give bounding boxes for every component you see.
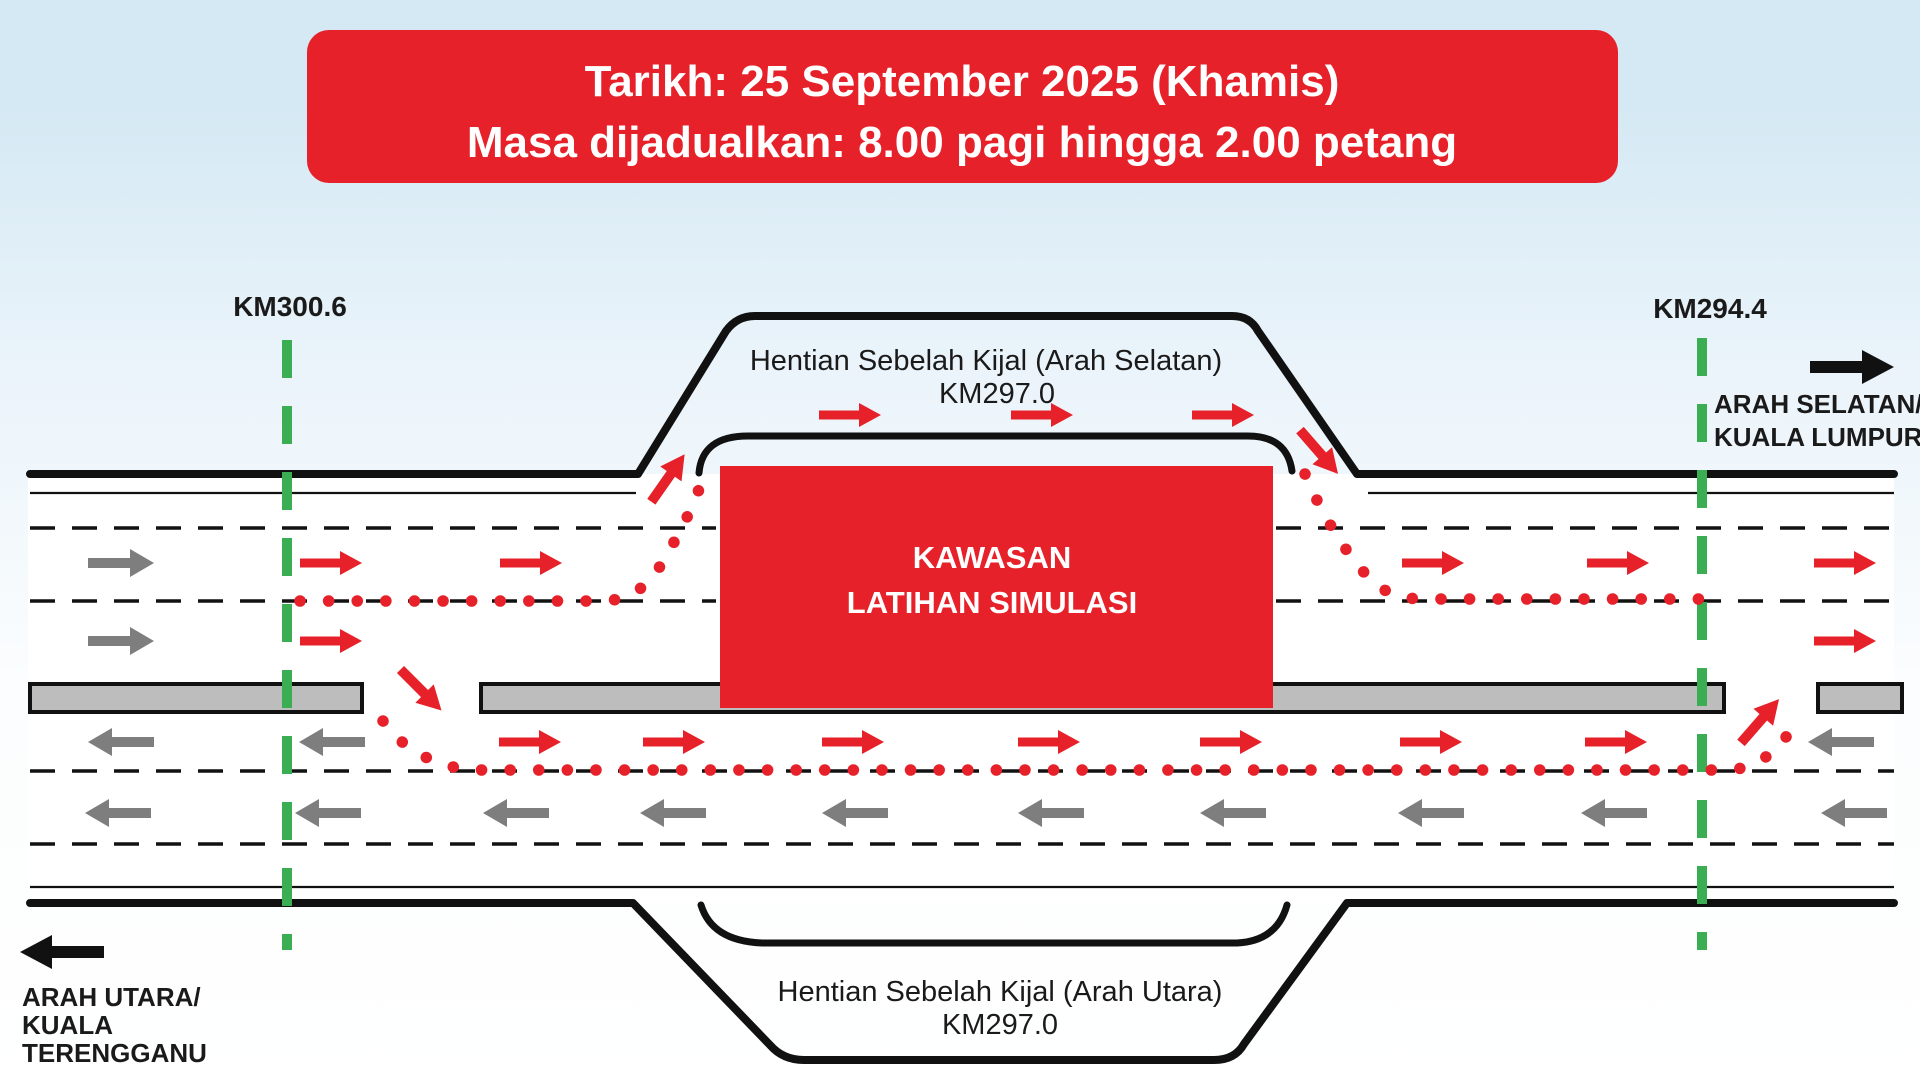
- north-rest-area-inner-line: [697, 901, 1291, 947]
- banner-date: Tarikh: 25 September 2025 (Khamis): [585, 57, 1340, 106]
- rest-area-name: Hentian Sebelah Kijal (Arah Selatan): [750, 345, 1222, 377]
- diversion-path-ramp-exit: [1299, 468, 1708, 605]
- rest-area-km: KM297.0: [942, 1009, 1058, 1041]
- diverted-arrow: [1192, 403, 1254, 427]
- km-marker-right: KM294.4: [1653, 293, 1767, 324]
- km-marker-left: KM300.6: [233, 291, 347, 322]
- schedule-banner-background: [307, 30, 1618, 183]
- closure-zone-label-1: KAWASAN: [913, 540, 1071, 575]
- direction-label: ARAH SELATAN/: [1714, 389, 1920, 419]
- rest-area-km: KM297.0: [939, 378, 1055, 410]
- closure-zone: KAWASAN LATIHAN SIMULASI: [720, 466, 1273, 708]
- direction-label: KUALA LUMPUR: [1714, 422, 1920, 452]
- banner-time: Masa dijadualkan: 8.00 pagi hingga 2.00 …: [467, 118, 1457, 167]
- median-right: [1816, 682, 1904, 714]
- south-direction-callout: ARAH SELATAN/ KUALA LUMPUR: [1714, 350, 1920, 452]
- rest-area-name: Hentian Sebelah Kijal (Arah Utara): [778, 976, 1223, 1008]
- median-left: [28, 682, 364, 714]
- diversion-paths: [294, 468, 1802, 776]
- south-rest-area-inner-line: [695, 432, 1296, 477]
- southbound-direction-icon: [1810, 350, 1894, 384]
- south-rest-area-ramp-outline: [26, 312, 1898, 478]
- diverted-arrow: [819, 403, 881, 427]
- north-rest-area-ramp-outline: [26, 899, 1898, 1064]
- south-rest-area-label: Hentian Sebelah Kijal (Arah Selatan) KM2…: [750, 345, 1222, 410]
- direction-label: KUALA: [22, 1010, 113, 1040]
- north-rest-area-label: Hentian Sebelah Kijal (Arah Utara) KM297…: [778, 976, 1223, 1041]
- median-barriers: [28, 682, 1904, 714]
- direction-label: ARAH UTARA/: [22, 982, 201, 1012]
- schedule-banner: Tarikh: 25 September 2025 (Khamis) Masa …: [307, 30, 1618, 183]
- closure-zone-box: [720, 466, 1273, 708]
- north-direction-callout: ARAH UTARA/ KUALA TERENGGANU: [20, 935, 207, 1068]
- diversion-path-contraflow: [377, 714, 1802, 776]
- closure-zone-label-2: LATIHAN SIMULASI: [847, 585, 1137, 620]
- shoulder-lines: [30, 491, 1894, 889]
- direction-label: TERENGGANU: [22, 1038, 207, 1068]
- northbound-direction-icon: [20, 935, 104, 969]
- lane-markings: [30, 526, 1894, 846]
